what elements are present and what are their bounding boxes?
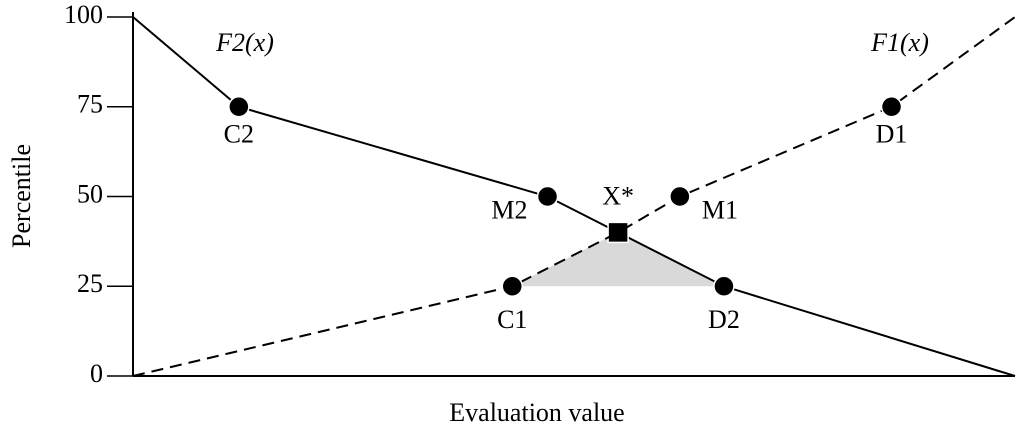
series-line bbox=[132, 16, 1016, 377]
point bbox=[669, 185, 691, 208]
point bbox=[880, 96, 903, 118]
x-axis-label: Evaluation value bbox=[449, 398, 624, 427]
y-tick-label: 25 bbox=[77, 269, 103, 298]
point bbox=[607, 221, 629, 244]
point-label: X* bbox=[602, 181, 634, 210]
series-name: F1(x) bbox=[870, 28, 929, 57]
y-axis-label: Percentile bbox=[7, 144, 36, 248]
y-tick-label: 50 bbox=[77, 179, 103, 208]
y-tick-label: 100 bbox=[64, 0, 103, 29]
point bbox=[501, 275, 524, 297]
y-tick-label: 0 bbox=[90, 359, 103, 388]
point bbox=[228, 96, 250, 118]
point bbox=[536, 185, 559, 208]
point-label: M2 bbox=[491, 195, 527, 224]
point-label: C2 bbox=[224, 120, 254, 149]
point-label: M1 bbox=[702, 195, 738, 224]
shaded-region bbox=[512, 232, 724, 287]
point-label: C1 bbox=[497, 305, 527, 334]
point-label: D2 bbox=[708, 305, 740, 334]
point-label: D1 bbox=[876, 120, 908, 149]
y-tick-label: 75 bbox=[77, 90, 103, 119]
series-line bbox=[132, 16, 1016, 377]
series-name: F2(x) bbox=[215, 28, 274, 57]
point bbox=[713, 275, 735, 297]
